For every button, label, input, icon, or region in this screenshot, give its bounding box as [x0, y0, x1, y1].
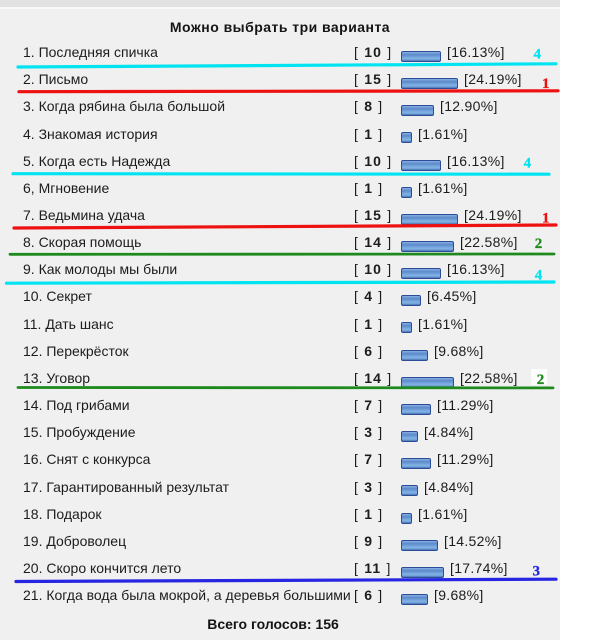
- svg-text:4: 4: [535, 267, 543, 283]
- svg-text:1: 1: [542, 76, 550, 92]
- svg-text:2: 2: [535, 236, 543, 252]
- svg-text:2: 2: [537, 372, 545, 388]
- svg-text:3: 3: [533, 563, 541, 579]
- svg-text:4: 4: [534, 47, 542, 63]
- svg-text:1: 1: [542, 211, 550, 227]
- svg-text:4: 4: [524, 156, 532, 172]
